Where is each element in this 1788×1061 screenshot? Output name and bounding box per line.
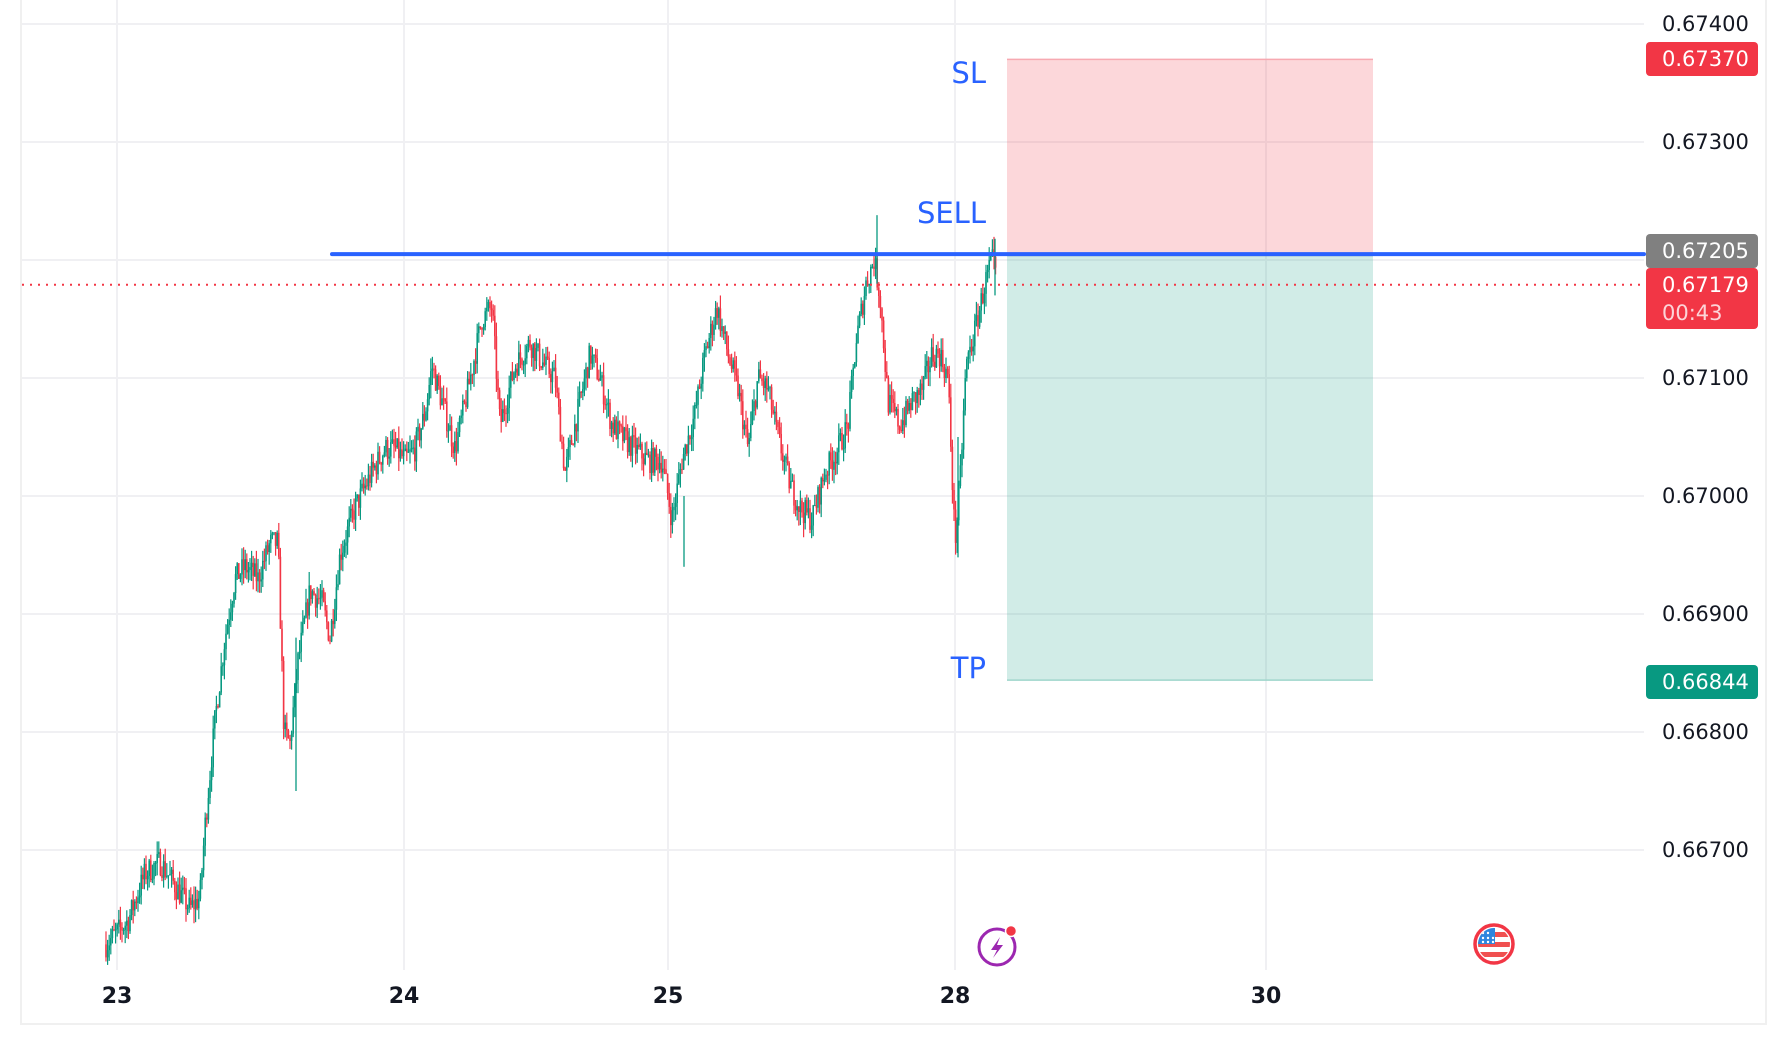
stop-loss-zone[interactable] [1007,59,1373,255]
price-tick: 0.66800 [1662,720,1749,744]
date-tick: 23 [101,984,133,1009]
grid-lines [22,0,1644,970]
date-tick: 28 [939,984,971,1009]
bar-countdown: 00:43 [1662,301,1723,325]
price-tick: 0.67000 [1662,484,1749,508]
take-profit-price-badge: 0.66844 [1646,665,1758,699]
take-profit-label: TP [950,651,986,685]
entry-price-badge: 0.67205 [1646,234,1758,268]
price-tick: 0.67300 [1662,130,1749,154]
lightning-event-icon[interactable] [977,924,1018,967]
date-tick: 25 [652,984,684,1009]
last-price-badge: 0.67179 00:43 [1646,268,1758,329]
stop-loss-price-badge: 0.67370 [1646,42,1758,76]
price-tick: 0.67100 [1662,366,1749,390]
chart-frame [20,0,1767,1025]
price-tick: 0.66900 [1662,602,1749,626]
price-tick: 0.66700 [1662,838,1749,862]
us-flag-event-icon[interactable] [1473,923,1515,965]
candlestick-series [105,215,997,965]
date-tick: 24 [388,984,420,1009]
last-price-value: 0.67179 [1662,273,1749,297]
sell-label: SELL [916,196,986,230]
date-tick: 30 [1250,984,1282,1009]
take-profit-zone[interactable] [1007,254,1373,681]
price-tick: 0.67400 [1662,12,1749,36]
stop-loss-label: SL [951,56,986,90]
